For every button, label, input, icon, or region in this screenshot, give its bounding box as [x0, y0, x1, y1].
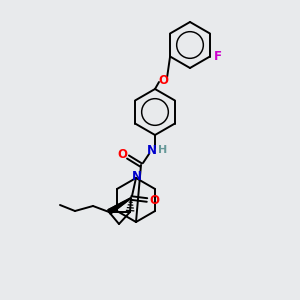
Polygon shape — [124, 201, 126, 203]
Polygon shape — [108, 209, 111, 214]
Polygon shape — [111, 208, 115, 212]
Polygon shape — [122, 202, 124, 205]
Polygon shape — [123, 201, 125, 204]
Polygon shape — [130, 198, 131, 199]
Polygon shape — [125, 200, 127, 202]
Polygon shape — [115, 206, 118, 209]
Polygon shape — [119, 203, 122, 206]
Polygon shape — [117, 204, 120, 208]
Text: H: H — [158, 145, 168, 155]
Text: N: N — [132, 170, 142, 184]
Text: O: O — [158, 74, 168, 86]
Text: O: O — [117, 148, 127, 160]
Text: F: F — [214, 50, 222, 63]
Polygon shape — [109, 209, 112, 213]
Polygon shape — [116, 205, 119, 208]
Text: O: O — [149, 194, 159, 206]
Polygon shape — [120, 202, 123, 206]
Text: N: N — [147, 145, 157, 158]
Polygon shape — [110, 208, 113, 212]
Polygon shape — [128, 199, 129, 201]
Polygon shape — [128, 198, 130, 200]
Polygon shape — [112, 207, 116, 211]
Polygon shape — [113, 206, 117, 210]
Polygon shape — [126, 200, 128, 201]
Polygon shape — [118, 204, 121, 207]
